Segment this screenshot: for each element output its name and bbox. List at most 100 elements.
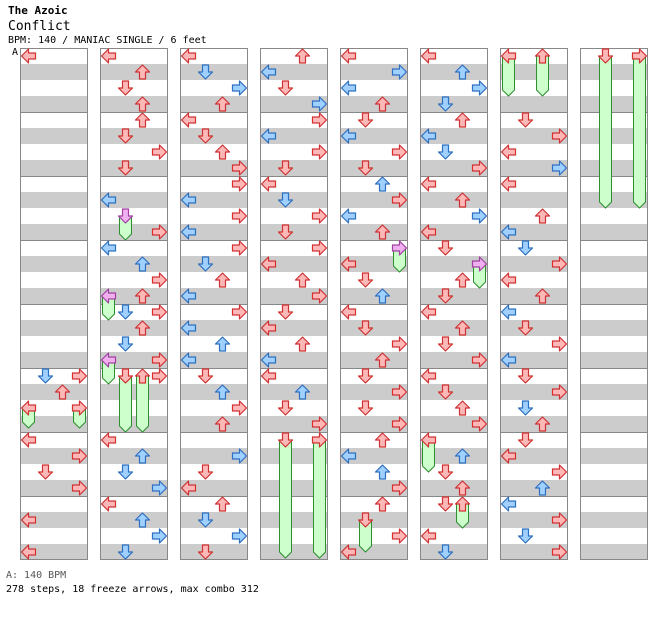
down-arrow-icon [517,240,534,256]
left-arrow-icon [420,368,437,384]
beat-stripe [100,96,168,112]
beat-stripe [180,416,248,432]
up-arrow-icon [294,272,311,288]
freeze-head-left-arrow-icon [20,400,37,416]
beat-stripe [580,384,648,400]
beat-stripe [100,544,168,560]
freeze-head-right-arrow-icon [391,240,408,256]
beat-stripe [340,512,408,528]
beat-stripe [580,288,648,304]
freeze-body-down [279,439,292,559]
up-arrow-icon [374,224,391,240]
beat-stripe [20,416,88,432]
up-arrow-icon [54,384,71,400]
right-arrow-icon [71,368,88,384]
freeze-head-right-arrow-icon [631,48,648,64]
beat-stripe [260,256,328,272]
right-arrow-icon [391,144,408,160]
up-arrow-icon [454,112,471,128]
down-arrow-icon [517,368,534,384]
freeze-head-up-arrow-icon [134,368,151,384]
right-arrow-icon [231,240,248,256]
beat-stripe [180,448,248,464]
beat-stripe [20,288,88,304]
freeze-head-right-arrow-icon [311,432,328,448]
beat-stripe [100,448,168,464]
up-arrow-icon [214,416,231,432]
right-arrow-icon [551,160,568,176]
beat-stripe [340,384,408,400]
beat-stripe [500,160,568,176]
down-arrow-icon [117,464,134,480]
song-subtitle: Conflict [8,19,71,34]
beat-stripe [20,160,88,176]
beat-stripe [500,480,568,496]
beat-stripe [100,192,168,208]
beat-stripe [260,192,328,208]
left-arrow-icon [420,224,437,240]
up-arrow-icon [374,288,391,304]
freeze-body-up [136,375,149,433]
freeze-head-left-arrow-icon [500,48,517,64]
up-arrow-icon [454,320,471,336]
chart-column-border [420,48,488,560]
up-arrow-icon [374,176,391,192]
beat-stripe [500,192,568,208]
right-arrow-icon [311,96,328,112]
down-arrow-icon [437,288,454,304]
beat-stripe [180,544,248,560]
beat-stripe [180,224,248,240]
beat-stripe [340,96,408,112]
beat-stripe [420,448,488,464]
up-arrow-icon [454,192,471,208]
beat-stripe [580,352,648,368]
beat-stripe [20,192,88,208]
down-arrow-icon [357,112,374,128]
right-arrow-icon [471,208,488,224]
freeze-body-down [599,55,612,209]
chart-column-border [500,48,568,560]
left-arrow-icon [260,64,277,80]
up-arrow-icon [294,336,311,352]
left-arrow-icon [340,304,357,320]
beat-stripe [340,448,408,464]
up-arrow-icon [134,448,151,464]
left-arrow-icon [180,352,197,368]
right-arrow-icon [311,208,328,224]
freeze-head-down-arrow-icon [597,48,614,64]
down-arrow-icon [437,240,454,256]
beat-stripe [420,352,488,368]
beat-stripe [20,64,88,80]
beat-stripe [420,288,488,304]
up-arrow-icon [294,48,311,64]
up-arrow-icon [534,416,551,432]
up-arrow-icon [374,96,391,112]
right-arrow-icon [311,112,328,128]
down-arrow-icon [437,544,454,560]
beat-stripe [260,128,328,144]
beat-stripe [580,512,648,528]
up-arrow-icon [374,464,391,480]
left-arrow-icon [260,128,277,144]
right-arrow-icon [391,480,408,496]
beat-stripe [500,512,568,528]
beat-stripe [500,128,568,144]
beat-stripe [580,256,648,272]
beat-stripe [340,256,408,272]
down-arrow-icon [117,544,134,560]
beat-stripe [340,192,408,208]
right-arrow-icon [311,288,328,304]
beat-stripe [340,128,408,144]
beat-stripe [580,224,648,240]
up-arrow-icon [134,288,151,304]
beat-stripe [500,256,568,272]
down-arrow-icon [197,256,214,272]
beat-stripe [580,160,648,176]
freeze-head-left-arrow-icon [100,352,117,368]
beat-stripe [260,352,328,368]
beat-stripe [420,224,488,240]
beat-stripe [20,256,88,272]
beat-stripe [100,64,168,80]
left-arrow-icon [100,496,117,512]
